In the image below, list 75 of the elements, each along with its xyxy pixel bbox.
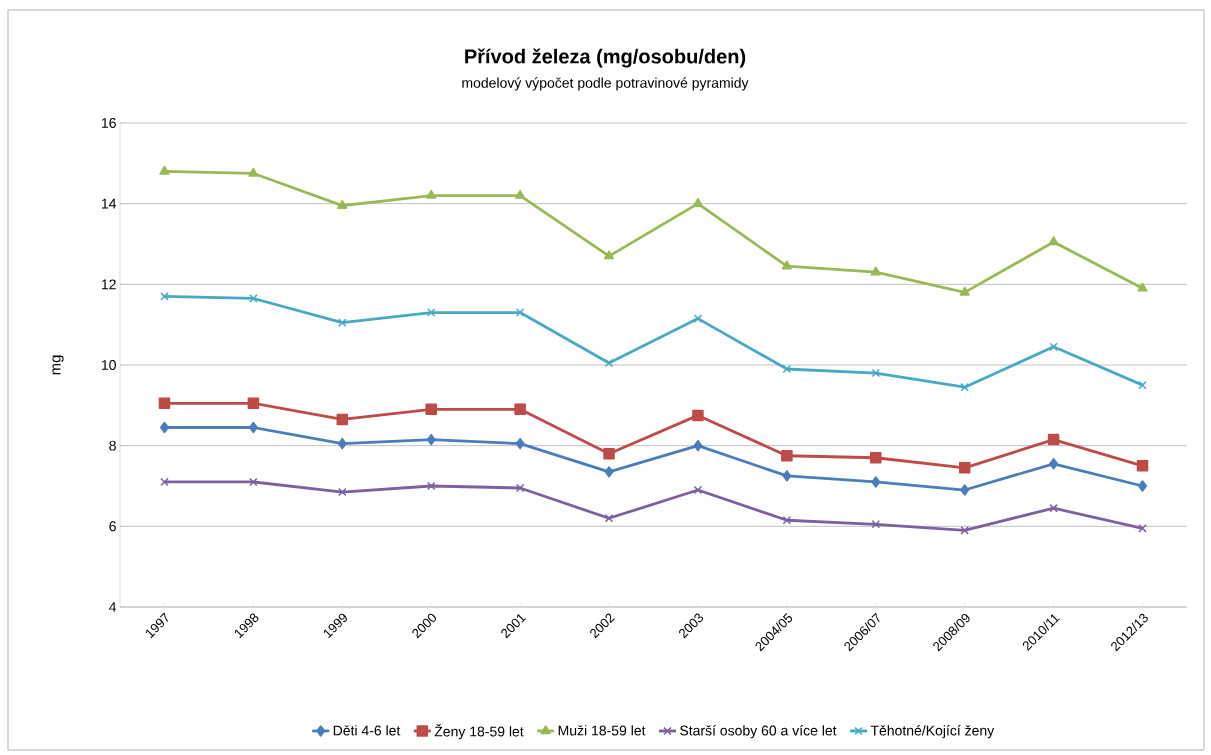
point bbox=[338, 318, 347, 327]
y-tick-label: 10 bbox=[101, 360, 116, 370]
point bbox=[515, 189, 526, 199]
y-tick-label: 12 bbox=[101, 279, 116, 290]
y-tick-label: 8 bbox=[109, 440, 116, 451]
legend-label: Muži 18-59 let bbox=[558, 725, 646, 736]
legend-label: Starší osoby 60 a více let bbox=[680, 725, 837, 739]
point bbox=[692, 197, 704, 207]
y-tick-label: 6 bbox=[109, 521, 116, 532]
point bbox=[1138, 380, 1147, 390]
point bbox=[158, 397, 171, 410]
point bbox=[870, 452, 882, 464]
point bbox=[248, 421, 258, 434]
point bbox=[426, 481, 436, 491]
point bbox=[247, 397, 260, 410]
point bbox=[514, 403, 526, 416]
point bbox=[515, 483, 525, 493]
point bbox=[515, 437, 525, 450]
point bbox=[159, 421, 169, 434]
point bbox=[693, 485, 703, 495]
point bbox=[871, 476, 881, 488]
point bbox=[160, 477, 169, 487]
point bbox=[781, 449, 793, 462]
point bbox=[604, 513, 614, 523]
point bbox=[958, 462, 971, 474]
point bbox=[693, 314, 703, 323]
point bbox=[960, 526, 969, 535]
point bbox=[959, 286, 970, 296]
point bbox=[515, 308, 525, 317]
point bbox=[160, 292, 169, 301]
point bbox=[1047, 433, 1060, 446]
point bbox=[1138, 524, 1147, 533]
point bbox=[336, 413, 349, 426]
y-tick-label: 4 bbox=[109, 602, 117, 612]
point bbox=[248, 167, 259, 177]
point bbox=[426, 189, 437, 199]
point bbox=[604, 358, 614, 368]
point bbox=[338, 487, 347, 497]
chart-subtitle: modelový výpočet podle potravinové pyramidy bbox=[462, 77, 749, 91]
point bbox=[1049, 458, 1059, 470]
point bbox=[1048, 236, 1059, 246]
point bbox=[692, 409, 704, 422]
point bbox=[1137, 282, 1148, 292]
point bbox=[782, 470, 792, 482]
point bbox=[249, 477, 258, 487]
point bbox=[159, 165, 170, 175]
point bbox=[603, 447, 615, 460]
y-tick-label: 14 bbox=[101, 198, 117, 209]
point bbox=[604, 466, 614, 478]
point bbox=[1049, 503, 1058, 513]
point bbox=[1049, 342, 1058, 352]
point bbox=[960, 484, 970, 496]
point bbox=[1138, 480, 1148, 492]
point bbox=[603, 250, 615, 260]
point bbox=[337, 437, 347, 450]
legend-label: Ženy 18-59 let bbox=[434, 724, 524, 740]
point bbox=[426, 308, 436, 317]
point bbox=[1136, 460, 1149, 472]
point bbox=[426, 433, 436, 446]
legend-label: Těhotné/Kojící ženy bbox=[870, 725, 995, 739]
point bbox=[337, 199, 348, 209]
point bbox=[871, 520, 881, 529]
point bbox=[870, 266, 881, 276]
point bbox=[693, 439, 703, 452]
chart-title: Přívod železa (mg/osobu/den) bbox=[465, 48, 746, 68]
point bbox=[960, 382, 969, 392]
point bbox=[425, 403, 437, 416]
y-tick-label: 16 bbox=[101, 118, 116, 128]
legend-label: Děti 4-6 let bbox=[333, 725, 401, 736]
y-axis-title: mg bbox=[52, 355, 64, 375]
point bbox=[871, 368, 881, 378]
point bbox=[781, 260, 792, 270]
point bbox=[782, 515, 792, 525]
point bbox=[782, 364, 792, 374]
point bbox=[249, 294, 258, 303]
